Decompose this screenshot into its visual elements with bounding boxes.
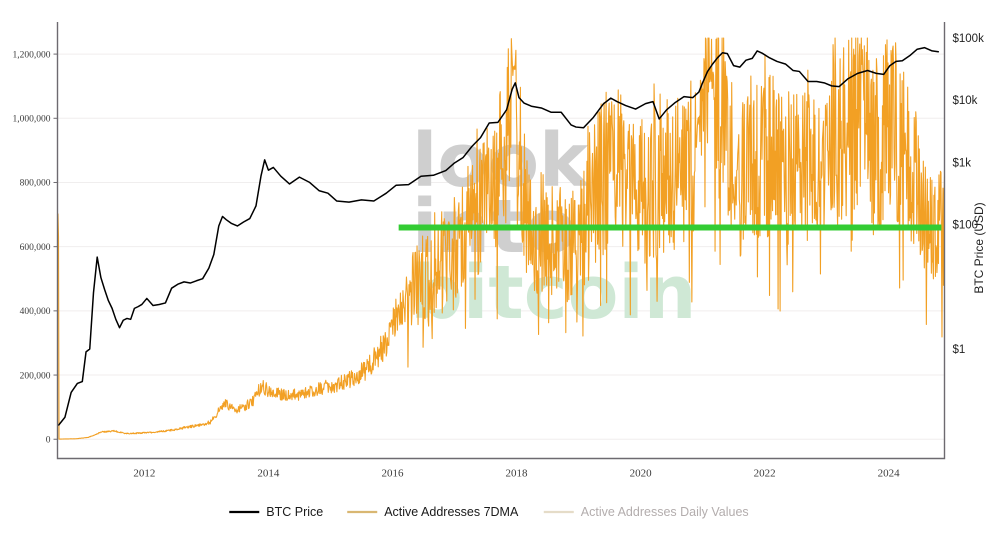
x-axis-tick-label: 2018 xyxy=(506,468,529,480)
plot-layer xyxy=(56,37,946,440)
y-axis-left-tick-label: 400,000 xyxy=(20,307,51,317)
x-axis-tick-label: 2022 xyxy=(754,468,776,480)
plot-frame xyxy=(56,22,946,460)
y-axis-right-tick-label: $100k xyxy=(953,33,985,45)
series-line-btc-price xyxy=(57,46,940,426)
y-axis-right-tick-label: $1 xyxy=(953,344,966,356)
x-axis-tick-label: 2020 xyxy=(630,468,653,480)
y-axis-right-tick-label: $100 xyxy=(953,220,979,232)
y-axis-right-ticks: $1 $100 $1k $10k $100k xyxy=(953,33,985,356)
x-axis-ticks: 2012 2014 2016 2018 2020 2022 2024 xyxy=(133,468,900,480)
y-axis-left-tick-label: 600,000 xyxy=(20,243,51,253)
legend-item-btc-price[interactable]: BTC Price xyxy=(229,505,323,519)
y-axis-right-tick-label: $10k xyxy=(953,95,978,107)
y-axis-left-tick-label: 0 xyxy=(46,435,51,445)
legend-item-active-addresses-daily-values[interactable]: Active Addresses Daily Values xyxy=(543,505,749,519)
x-axis-tick-label: 2014 xyxy=(257,468,280,480)
legend-label: BTC Price xyxy=(266,505,323,519)
y-axis-left-tick-label: 1,000,000 xyxy=(13,114,51,124)
y-axis-left-tick-label: 1,200,000 xyxy=(13,50,51,60)
legend-label: Active Addresses 7DMA xyxy=(384,505,519,519)
x-axis-tick-label: 2024 xyxy=(878,468,901,480)
y-axis-left-tick-label: 200,000 xyxy=(20,371,51,381)
x-axis-tick-label: 2012 xyxy=(133,468,155,480)
chart-legend[interactable]: BTC Price Active Addresses 7DMA Active Add… xyxy=(229,505,749,519)
y-axis-left-ticks: 0 200,000 400,000 600,000 800,000 1,000,000 1,… xyxy=(13,50,58,445)
axis-spines xyxy=(56,22,946,460)
y-axis-left-tick-label: 800,000 xyxy=(20,179,51,189)
x-axis-tick-label: 2016 xyxy=(381,468,404,480)
legend-item-active-addresses-7dma[interactable]: Active Addresses 7DMA xyxy=(347,505,519,519)
y-axis-right-title: BTC Price (USD) xyxy=(972,202,986,293)
legend-label: Active Addresses Daily Values xyxy=(581,505,749,519)
y-axis-right-tick-label: $1k xyxy=(953,157,972,169)
series-line-active-addresses-7dma xyxy=(56,37,946,440)
